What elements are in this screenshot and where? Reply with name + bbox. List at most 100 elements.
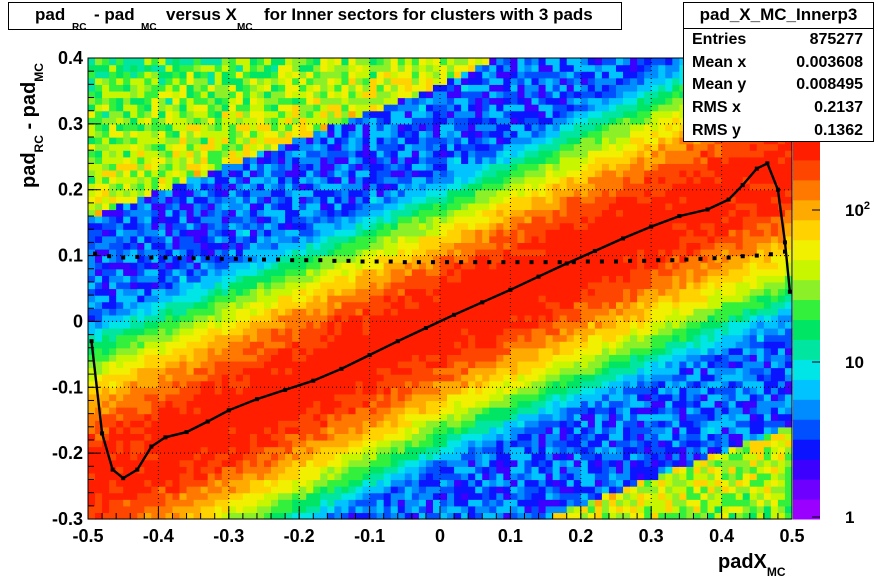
heatmap-cell: [482, 64, 490, 72]
heatmap-cell: [573, 183, 582, 191]
heatmap-cell: [256, 380, 265, 388]
heatmap-cell: [496, 275, 504, 283]
heatmap-cell: [573, 268, 582, 276]
heatmap-cell: [538, 314, 547, 323]
heatmap-cell: [242, 420, 251, 428]
heatmap-cell: [109, 97, 117, 105]
heatmap-cell: [109, 248, 117, 257]
heatmap-cell: [256, 453, 265, 461]
heatmap-cell: [454, 242, 462, 250]
heatmap-cell: [172, 341, 181, 349]
heatmap-cell: [214, 301, 223, 309]
heatmap-cell: [397, 446, 406, 454]
heatmap-cell: [235, 150, 244, 158]
heatmap-cell: [264, 426, 272, 434]
heatmap-cell: [242, 189, 251, 197]
heatmap-cell: [573, 130, 582, 138]
heatmap-cell: [447, 123, 455, 132]
heatmap-cell: [299, 453, 307, 461]
heatmap-cell: [193, 110, 202, 118]
heatmap-cell: [510, 97, 519, 105]
heatmap-cell: [461, 275, 469, 283]
heatmap-cell: [376, 472, 385, 481]
heatmap-cell: [369, 169, 378, 178]
heatmap-cell: [376, 183, 385, 191]
heatmap-cell: [404, 479, 413, 487]
heatmap-cell: [327, 446, 335, 454]
heatmap-cell: [137, 202, 145, 211]
heatmap-cell: [411, 242, 420, 250]
heatmap-cell: [411, 308, 420, 316]
heatmap-cell: [489, 308, 497, 316]
heatmap-cell: [545, 314, 554, 323]
heatmap-cell: [179, 433, 188, 441]
heatmap-cell: [200, 97, 209, 105]
heatmap-cell: [454, 110, 462, 118]
heatmap-cell: [390, 77, 399, 85]
heatmap-cell: [249, 97, 258, 105]
heatmap-cell: [306, 163, 314, 171]
heatmap-cell: [566, 169, 575, 178]
heatmap-cell: [109, 202, 117, 211]
heatmap-cell: [397, 169, 406, 178]
heatmap-cell: [165, 453, 174, 461]
heatmap-cell: [538, 459, 547, 467]
heatmap-cell: [573, 288, 582, 296]
heatmap-cell: [383, 137, 392, 145]
heatmap-cell: [172, 407, 181, 415]
heatmap-cell: [432, 84, 441, 92]
heatmap-cell: [369, 341, 378, 349]
heatmap-cell: [587, 347, 596, 355]
heatmap-cell: [489, 374, 497, 382]
heatmap-cell: [249, 314, 258, 323]
heatmap-cell: [299, 407, 307, 415]
heatmap-cell: [573, 110, 582, 118]
heatmap-cell: [221, 117, 230, 125]
heatmap-cell: [193, 216, 202, 224]
heatmap-cell: [144, 150, 152, 158]
heatmap-cell: [285, 413, 293, 421]
heatmap-cell: [468, 281, 476, 290]
heatmap-cell: [285, 459, 293, 467]
heatmap-cell: [418, 84, 427, 92]
heatmap-cell: [186, 334, 195, 342]
heatmap-cell: [454, 360, 462, 369]
heatmap-cell: [242, 209, 251, 217]
heatmap-cell: [432, 123, 441, 132]
heatmap-cell: [158, 505, 167, 514]
heatmap-cell: [151, 295, 159, 303]
heatmap-cell: [397, 354, 406, 362]
heatmap-cell: [158, 143, 167, 151]
heatmap-cell: [461, 90, 469, 99]
heatmap-cell: [299, 242, 307, 250]
heatmap-cell: [538, 400, 547, 408]
heatmap-cell: [249, 150, 258, 158]
heatmap-cell: [418, 472, 427, 481]
heatmap-cell: [278, 301, 286, 309]
heatmap-cell: [468, 104, 476, 112]
heatmap-cell: [193, 479, 202, 487]
heatmap-cell: [242, 117, 251, 125]
heatmap-cell: [299, 235, 307, 243]
heatmap-cell: [214, 453, 223, 461]
heatmap-cell: [510, 499, 519, 507]
heatmap-cell: [348, 97, 357, 105]
heatmap-cell: [538, 426, 547, 434]
heatmap-cell: [552, 156, 561, 164]
heatmap-cell: [116, 295, 124, 303]
heatmap-cell: [348, 248, 357, 257]
heatmap-cell: [256, 156, 265, 164]
heatmap-cell: [123, 262, 131, 270]
heatmap-cell: [200, 104, 209, 112]
heatmap-cell: [102, 235, 110, 243]
heatmap-cell: [299, 459, 307, 467]
heatmap-cell: [369, 479, 378, 487]
heatmap-cell: [425, 453, 434, 461]
heatmap-cell: [193, 446, 202, 454]
heatmap-cell: [264, 275, 272, 283]
heatmap-cell: [341, 77, 350, 85]
heatmap-cell: [95, 479, 103, 487]
heatmap-cell: [256, 426, 265, 434]
heatmap-cell: [327, 321, 335, 329]
heatmap-cell: [278, 268, 286, 276]
